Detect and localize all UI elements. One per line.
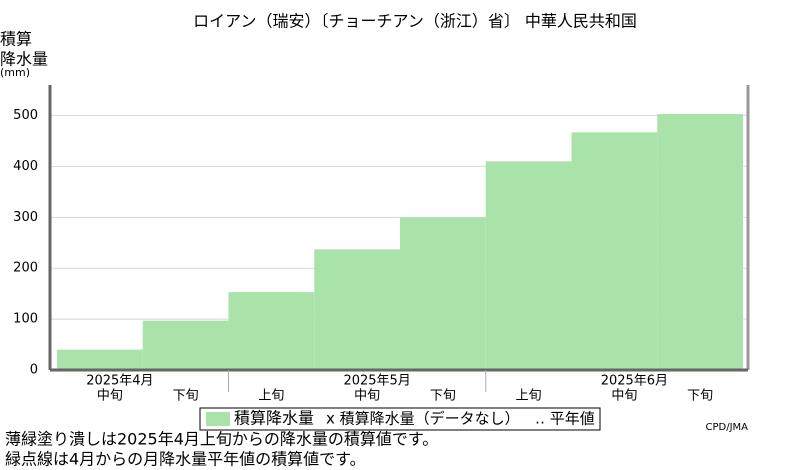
note: 緑点線は4月からの月降水量平年値の積算値です。	[5, 450, 366, 469]
legend-label: ‥ 平年値	[535, 410, 595, 428]
chart-title: ロイアン（瑞安）〔チョーチアン（浙江）省〕 中華人民共和国	[193, 12, 637, 31]
y-tick-label: 500	[13, 108, 38, 123]
month-label: 2025年4月	[86, 374, 153, 389]
bar	[571, 132, 658, 370]
x-tick-label: 中旬	[97, 389, 123, 404]
legend-swatch	[206, 412, 230, 426]
x-tick-label: 上旬	[516, 389, 542, 404]
y-axis-title: (mm)	[0, 66, 30, 79]
legend-label: 積算降水量	[234, 409, 314, 428]
month-label: 2025年5月	[343, 374, 410, 389]
credit: CPD/JMA	[706, 422, 749, 433]
x-tick-label: 下旬	[173, 389, 199, 404]
x-tick-label: 下旬	[430, 389, 456, 404]
x-tick-label: 中旬	[354, 389, 380, 404]
y-axis-title: 積算	[0, 30, 32, 49]
y-axis-title: 降水量	[0, 50, 48, 69]
y-tick-label: 400	[13, 159, 38, 174]
y-tick-label: 300	[13, 210, 38, 225]
bar	[657, 114, 743, 370]
bar	[57, 349, 143, 370]
bar	[228, 292, 315, 370]
x-tick-label: 中旬	[611, 389, 637, 404]
bar	[485, 161, 572, 370]
note: 薄緑塗り潰しは2025年4月上旬からの降水量の積算値です。	[5, 430, 438, 449]
y-tick-label: 100	[13, 312, 38, 327]
y-tick-label: 200	[13, 261, 38, 276]
bar	[400, 217, 486, 370]
y-tick-label: 0	[30, 363, 38, 378]
legend-box	[199, 407, 601, 431]
month-label: 2025年6月	[601, 374, 668, 389]
bar	[142, 320, 229, 370]
bar	[314, 249, 400, 370]
legend-label: x 積算降水量（データなし）	[326, 410, 520, 428]
x-tick-label: 上旬	[258, 389, 284, 404]
x-tick-label: 下旬	[687, 389, 713, 404]
